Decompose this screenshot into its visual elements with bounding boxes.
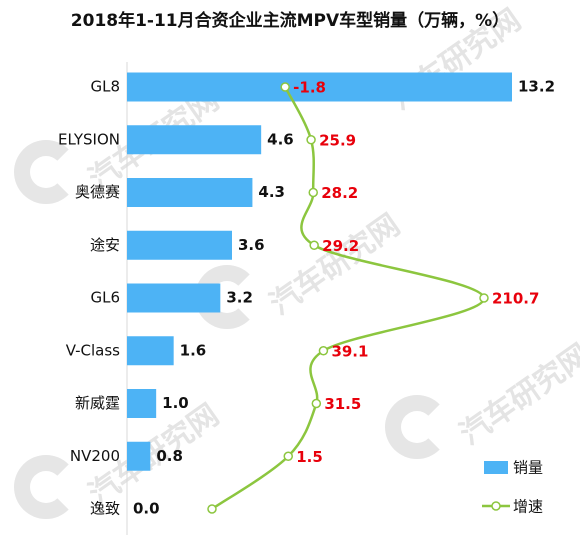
bar-value-label: 1.0 (162, 394, 189, 412)
legend-label-bar: 销量 (513, 459, 543, 477)
bar-value-label: 0.8 (156, 447, 183, 465)
bar-3 (127, 230, 232, 260)
growth-point-3 (309, 240, 319, 250)
bar-value-label: 0.0 (133, 500, 160, 518)
category-label: V-Class (66, 341, 120, 359)
category-label: NV200 (70, 447, 120, 465)
bar-2 (127, 178, 253, 207)
legend-swatch-bar (484, 461, 508, 474)
growth-label: 210.7 (492, 290, 539, 308)
category-label: 奥德赛 (75, 183, 120, 201)
growth-point-6 (311, 398, 322, 409)
bar-value-label: 3.2 (226, 289, 253, 307)
growth-label: 39.1 (331, 342, 368, 360)
category-label: ELYSION (58, 130, 120, 148)
growth-point-8 (207, 504, 217, 514)
bar-5 (127, 336, 174, 366)
category-label: 新威霆 (75, 394, 120, 412)
bar-4 (127, 283, 221, 313)
category-label: 途安 (90, 236, 120, 254)
growth-label: 28.2 (321, 184, 358, 202)
legend-marker-line (491, 501, 501, 511)
bar-value-label: 4.6 (267, 130, 294, 148)
bar-6 (127, 389, 157, 418)
bar-0 (127, 72, 512, 102)
growth-label: 1.5 (296, 448, 323, 466)
bar-value-label: 13.2 (518, 78, 555, 96)
growth-point-1 (306, 135, 316, 145)
growth-label: -1.8 (293, 79, 326, 97)
growth-label: 31.5 (324, 395, 361, 413)
bar-value-label: 1.6 (180, 341, 207, 359)
legend-label-line: 增速 (513, 498, 543, 516)
growth-point-4 (479, 293, 489, 303)
bar-value-label: 4.3 (258, 183, 285, 201)
bar-1 (127, 125, 262, 155)
growth-point-7 (283, 451, 294, 461)
growth-point-0 (280, 82, 290, 92)
category-label: GL6 (90, 289, 120, 307)
category-label: 逸致 (90, 500, 120, 518)
chart-title: 2018年1-11月合资企业主流MPV车型销量（万辆，%） (70, 11, 510, 31)
growth-label: 29.2 (322, 237, 359, 255)
growth-label: 25.9 (319, 131, 356, 149)
growth-point-5 (318, 346, 329, 356)
category-label: GL8 (90, 78, 120, 96)
bar-7 (127, 441, 151, 471)
growth-point-2 (308, 187, 318, 198)
bar-value-label: 3.6 (238, 236, 265, 254)
